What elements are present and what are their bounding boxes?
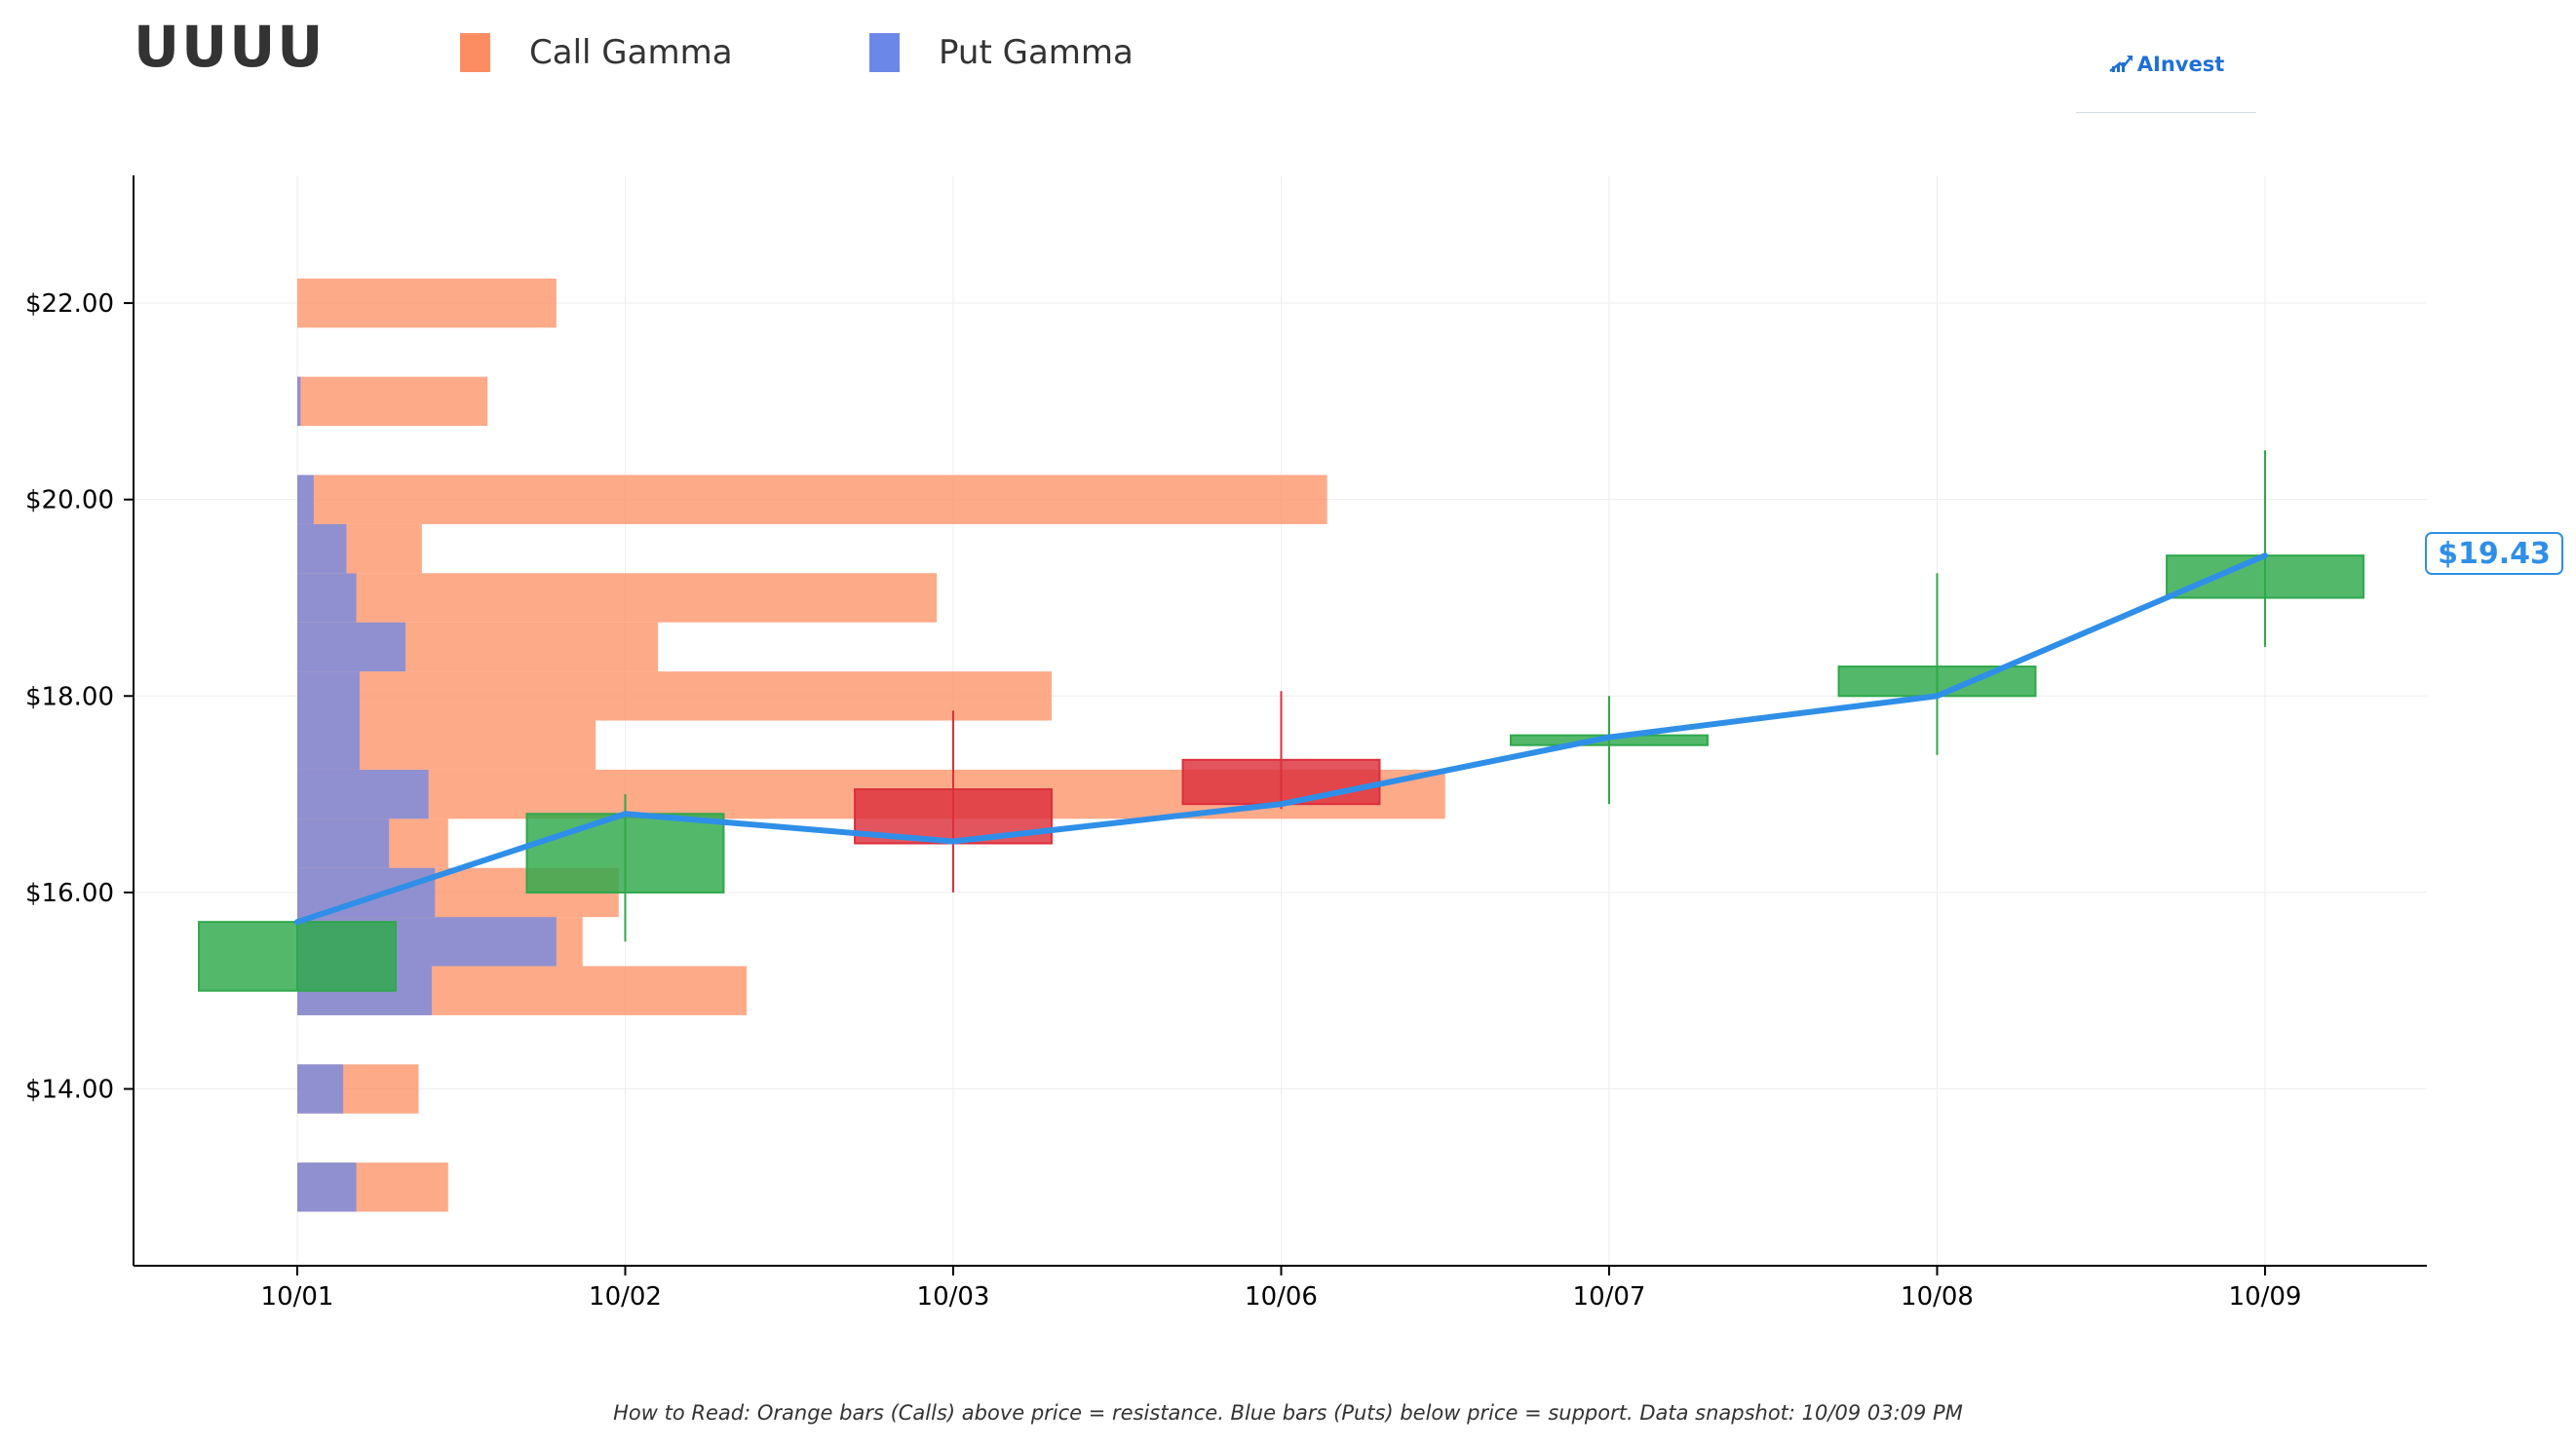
call-gamma-bar xyxy=(297,671,1052,721)
call-gamma-bar xyxy=(297,278,557,328)
put-gamma-bar xyxy=(297,720,360,770)
x-tick-label: 10/01 xyxy=(261,1282,334,1312)
ticker-title: UUUU xyxy=(134,14,326,80)
axes: $14.00 $16.00 $18.00 $20.00 $22.00 10/01 10/02… xyxy=(25,175,2427,1312)
current-price-badge: $19.43 xyxy=(2425,532,2563,575)
put-gamma-bar xyxy=(297,1064,344,1114)
y-tick-label: $20.00 xyxy=(25,486,114,515)
put-gamma-bar xyxy=(297,573,357,623)
chart-growth-icon xyxy=(2108,56,2133,72)
put-gamma-bar xyxy=(297,671,360,721)
brand-name: AInvest xyxy=(2136,53,2225,76)
legend-call-swatch xyxy=(460,33,490,72)
y-tick-label: $14.00 xyxy=(25,1076,114,1105)
call-gamma-bar xyxy=(297,475,1327,524)
candle-body xyxy=(1837,666,2037,698)
ainvest-logo[interactable]: AInvest xyxy=(2076,39,2256,113)
call-gamma-bar xyxy=(297,376,488,427)
x-tick-label: 10/02 xyxy=(589,1282,662,1312)
y-tick-label: $16.00 xyxy=(25,879,114,908)
put-gamma-bar xyxy=(297,867,436,918)
legend-put-swatch xyxy=(869,33,900,72)
legend-call-gamma: Call Gamma xyxy=(460,33,733,72)
x-tick-label: 10/03 xyxy=(917,1282,990,1312)
how-to-read-footnote: How to Read: Orange bars (Calls) above p… xyxy=(613,1401,1963,1425)
put-gamma-bar xyxy=(297,818,390,868)
legend-put-gamma: Put Gamma xyxy=(869,33,1134,72)
put-gamma-bar xyxy=(297,622,406,672)
put-gamma-bar xyxy=(297,376,301,427)
x-tick-label: 10/07 xyxy=(1573,1282,1646,1312)
price-line-group xyxy=(294,552,2268,926)
legend-call-label: Call Gamma xyxy=(529,33,733,72)
price-line xyxy=(294,552,2268,926)
call-gamma-bar xyxy=(297,573,938,623)
candle-body xyxy=(1181,758,1381,806)
legend-put-label: Put Gamma xyxy=(939,33,1134,72)
candle-body xyxy=(2166,554,2365,599)
put-gamma-bar xyxy=(297,523,347,574)
y-tick-label: $18.00 xyxy=(25,682,114,711)
candle-body xyxy=(525,813,725,894)
put-gamma-bar xyxy=(297,769,429,819)
gamma-bars xyxy=(297,278,1445,1212)
put-gamma-bar xyxy=(297,1162,357,1212)
y-tick-label: $22.00 xyxy=(25,289,114,319)
x-tick-label: 10/06 xyxy=(1245,1282,1318,1312)
put-gamma-bar xyxy=(297,475,314,524)
x-tick-label: 10/09 xyxy=(2229,1282,2302,1312)
candle-body xyxy=(198,921,397,992)
x-tick-label: 10/08 xyxy=(1901,1282,1974,1312)
